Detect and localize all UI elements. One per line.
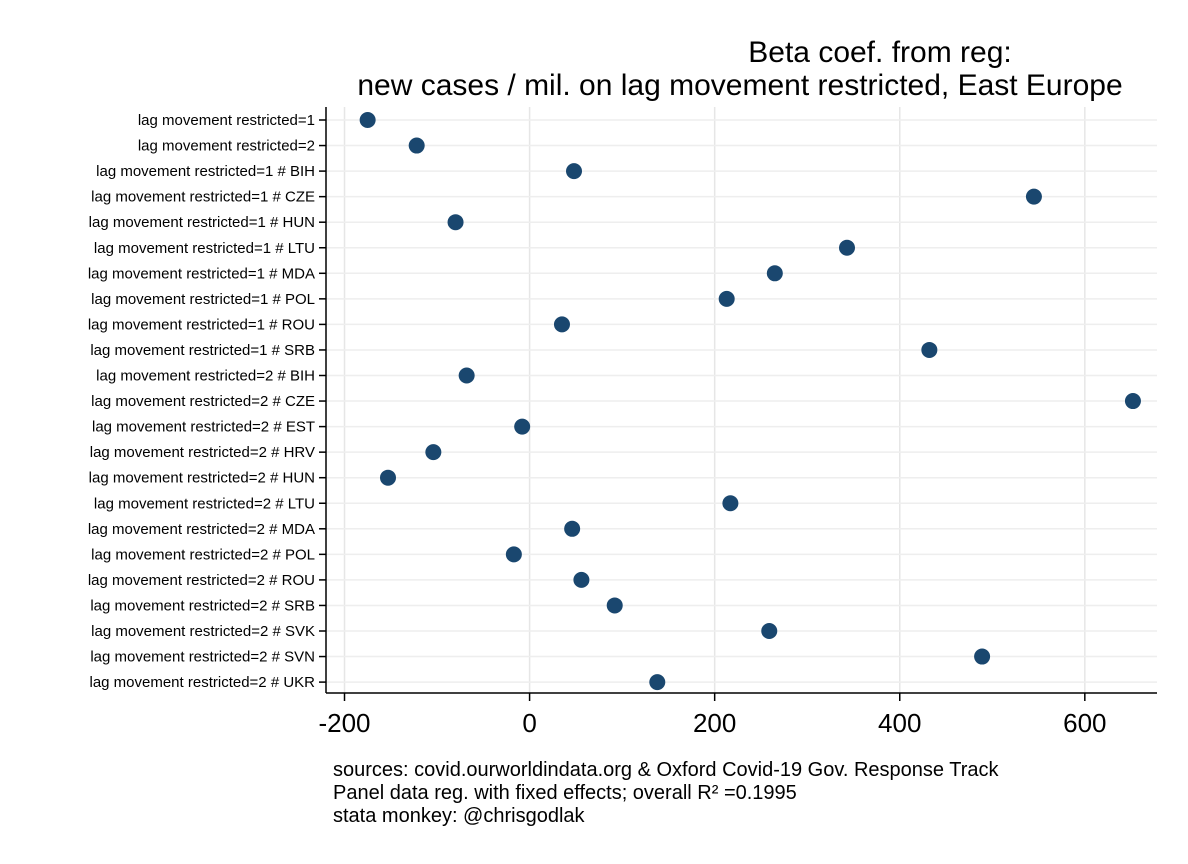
category-label: lag movement restricted=2 # EST — [92, 419, 315, 436]
data-point-16 — [564, 520, 581, 537]
category-label: lag movement restricted=2 # LTU — [94, 495, 315, 512]
data-points — [359, 112, 1141, 691]
x-tick-label: 0 — [522, 708, 536, 738]
x-tick-labels: -200 0 200 400 600 — [318, 693, 1107, 738]
x-tick-label: 200 — [693, 708, 736, 738]
x-tick-label: 400 — [878, 708, 921, 738]
x-tick-label: 600 — [1063, 708, 1106, 738]
axes — [325, 107, 1157, 694]
category-label: lag movement restricted=2 # CZE — [91, 393, 315, 410]
chart-title: Beta coef. from reg: new cases / mil. on… — [357, 36, 1122, 102]
note-author: stata monkey: @chrisgodlak — [333, 805, 586, 827]
data-point-7 — [718, 290, 735, 307]
category-label: lag movement restricted=1 # LTU — [94, 240, 315, 257]
data-point-13 — [425, 444, 442, 461]
data-point-3 — [1025, 188, 1042, 205]
data-point-0 — [359, 112, 376, 128]
category-labels: lag movement restricted=1 lag movement re… — [88, 112, 326, 691]
data-point-11 — [1124, 393, 1141, 410]
category-label: lag movement restricted=1 # ROU — [88, 316, 315, 333]
category-label: lag movement restricted=1 # POL — [91, 291, 315, 308]
data-point-21 — [974, 648, 991, 665]
category-label: lag movement restricted=2 # SVK — [91, 623, 315, 640]
data-point-9 — [921, 341, 938, 358]
data-point-4 — [447, 214, 464, 231]
category-label: lag movement restricted=1 # BIH — [96, 163, 315, 180]
category-label: lag movement restricted=1 # HUN — [89, 214, 315, 231]
category-label: lag movement restricted=1 # MDA — [88, 265, 315, 282]
data-point-1 — [408, 137, 425, 154]
data-point-15 — [722, 495, 739, 512]
data-point-17 — [505, 546, 522, 563]
category-label: lag movement restricted=2 # UKR — [89, 674, 315, 691]
category-label: lag movement restricted=2 # MDA — [88, 521, 315, 538]
category-label: lag movement restricted=2 # SVN — [90, 649, 315, 666]
category-label: lag movement restricted=2 # HRV — [90, 444, 315, 461]
title-line-2: new cases / mil. on lag movement restric… — [357, 69, 1122, 102]
data-point-18 — [573, 571, 590, 588]
category-label: lag movement restricted=2 # HUN — [89, 470, 315, 487]
x-tick-label: -200 — [318, 708, 370, 738]
category-label: lag movement restricted=1 — [138, 112, 315, 129]
data-point-20 — [761, 623, 778, 639]
category-label: lag movement restricted=1 # CZE — [91, 189, 315, 206]
data-point-6 — [766, 265, 783, 282]
data-point-22 — [649, 674, 666, 691]
title-line-1: Beta coef. from reg: — [748, 36, 1011, 69]
category-label: lag movement restricted=2 # ROU — [88, 572, 315, 589]
note-method: Panel data reg. with fixed effects; over… — [333, 782, 797, 804]
category-label: lag movement restricted=2 — [138, 138, 315, 155]
category-label: lag movement restricted=2 # SRB — [90, 597, 315, 614]
data-point-5 — [838, 239, 855, 256]
data-point-14 — [380, 469, 397, 486]
data-point-12 — [514, 418, 531, 435]
category-label: lag movement restricted=2 # POL — [91, 546, 315, 563]
category-label: lag movement restricted=2 # BIH — [96, 368, 315, 385]
data-point-2 — [566, 163, 583, 180]
category-label: lag movement restricted=1 # SRB — [90, 342, 315, 359]
data-point-10 — [458, 367, 475, 384]
grid-lines — [326, 107, 1157, 693]
chart-notes: sources: covid.ourworldindata.org & Oxfo… — [333, 759, 999, 827]
data-point-19 — [606, 597, 623, 614]
data-point-8 — [553, 316, 570, 333]
note-sources: sources: covid.ourworldindata.org & Oxfo… — [333, 759, 999, 781]
